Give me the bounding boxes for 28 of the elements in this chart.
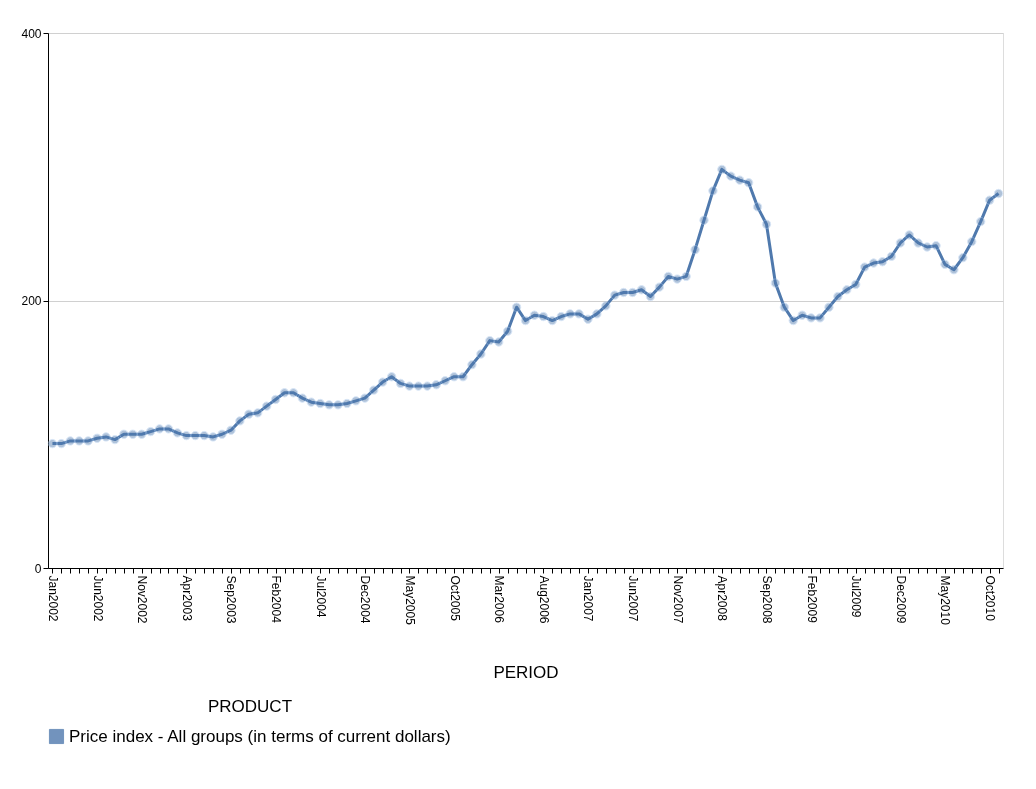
- x-tick-label: Dec2004: [358, 575, 373, 624]
- legend-label: Price index - All groups (in terms of current dollars): [69, 726, 451, 746]
- x-axis-title: PERIOD: [493, 662, 559, 682]
- x-tick-label: Jan2002: [45, 575, 60, 622]
- y-tick-label: 200: [21, 294, 42, 308]
- x-tick-label: Sep2003: [224, 575, 239, 624]
- x-tick-label: May2005: [402, 575, 417, 626]
- y-tick-label: 0: [34, 561, 42, 576]
- x-tick-label: Sep2008: [759, 575, 774, 624]
- x-tick-label: Mar2006: [492, 575, 507, 624]
- x-tick-label: Apr2003: [179, 575, 194, 622]
- x-tick-label: Nov2007: [670, 575, 685, 624]
- x-tick-label: Oct2010: [983, 575, 998, 622]
- x-tick-label: Aug2006: [536, 575, 551, 624]
- x-tick-label: Jun2002: [90, 575, 105, 622]
- x-tick-label: Jun2007: [626, 575, 641, 622]
- x-tick-label: Jan2007: [581, 575, 596, 622]
- x-tick-label: Nov2002: [135, 575, 150, 624]
- y-tick-label: 400: [21, 26, 42, 41]
- legend-title: PRODUCT: [207, 697, 293, 716]
- x-tick-label: Dec2009: [893, 575, 908, 624]
- x-tick-label: Jul2009: [849, 575, 864, 618]
- x-tick-label: Feb2009: [804, 575, 819, 624]
- x-tick-label: Jul2004: [313, 575, 328, 618]
- x-tick-label: Feb2004: [269, 575, 284, 624]
- x-tick-label: Oct2005: [447, 575, 462, 622]
- x-tick-label: May2010: [938, 575, 953, 626]
- x-tick-label: Apr2008: [715, 575, 730, 622]
